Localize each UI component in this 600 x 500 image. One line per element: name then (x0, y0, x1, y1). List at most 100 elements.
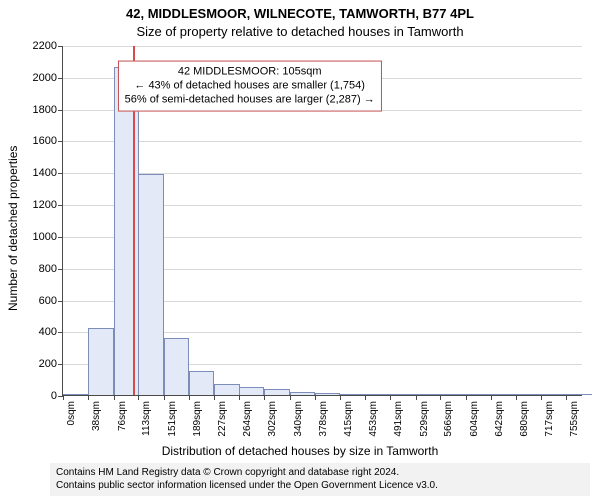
xtick-mark (516, 395, 517, 400)
xtick-label: 680sqm (519, 401, 530, 437)
xtick-label: 453sqm (368, 401, 379, 437)
histogram-bar (214, 384, 239, 395)
y-axis-label: Number of detached properties (6, 146, 20, 311)
ytick-label: 800 (39, 263, 57, 275)
footer-line1: Contains HM Land Registry data © Crown c… (56, 467, 584, 480)
ytick-mark (58, 78, 63, 79)
xtick-label: 76sqm (117, 401, 128, 431)
annotation-line1: 42 MIDDLESMOOR: 105sqm (125, 64, 375, 78)
xtick-label: 529sqm (419, 401, 430, 437)
ytick-label: 1000 (33, 231, 57, 243)
histogram-bar (390, 394, 415, 395)
xtick-label: 151sqm (167, 401, 178, 437)
xtick-mark (566, 395, 567, 400)
annotation-line3: 56% of semi-detached houses are larger (… (125, 93, 375, 107)
xtick-mark (138, 395, 139, 400)
ytick-mark (58, 46, 63, 47)
ytick-mark (58, 269, 63, 270)
histogram-bar (365, 394, 390, 395)
histogram-bar (264, 389, 289, 395)
gridline-h (63, 46, 582, 47)
xtick-mark (164, 395, 165, 400)
xtick-label: 604sqm (469, 401, 480, 437)
plot-area: 0200400600800100012001400160018002000220… (62, 46, 582, 396)
ytick-label: 2000 (33, 72, 57, 84)
ytick-label: 1400 (33, 167, 57, 179)
ytick-mark (58, 364, 63, 365)
xtick-label: 340sqm (293, 401, 304, 437)
ytick-mark (58, 332, 63, 333)
chart-title-line2: Size of property relative to detached ho… (0, 24, 600, 39)
histogram-bar (290, 392, 315, 395)
xtick-label: 755sqm (569, 401, 580, 437)
xtick-label: 113sqm (141, 401, 152, 436)
ytick-label: 0 (51, 390, 57, 402)
xtick-mark (114, 395, 115, 400)
histogram-bar (466, 394, 491, 395)
histogram-bar (88, 328, 113, 395)
xtick-mark (365, 395, 366, 400)
xtick-mark (63, 395, 64, 400)
histogram-bar (164, 338, 189, 395)
annotation-line2: ← 43% of detached houses are smaller (1,… (125, 79, 375, 93)
ytick-mark (58, 173, 63, 174)
xtick-label: 189sqm (192, 401, 203, 437)
histogram-bar (516, 394, 541, 395)
histogram-bar (416, 394, 441, 395)
xtick-label: 0sqm (66, 401, 77, 425)
annotation-box: 42 MIDDLESMOOR: 105sqm← 43% of detached … (118, 60, 382, 111)
xtick-mark (264, 395, 265, 400)
xtick-mark (239, 395, 240, 400)
histogram-bar (491, 394, 516, 395)
xtick-mark (189, 395, 190, 400)
xtick-label: 415sqm (343, 401, 354, 437)
ytick-label: 1800 (33, 104, 57, 116)
xtick-mark (340, 395, 341, 400)
histogram-bar (114, 67, 139, 395)
ytick-label: 600 (39, 295, 57, 307)
ytick-mark (58, 237, 63, 238)
xtick-label: 642sqm (494, 401, 505, 437)
xtick-mark (390, 395, 391, 400)
chart-title-line1: 42, MIDDLESMOOR, WILNECOTE, TAMWORTH, B7… (0, 6, 600, 21)
ytick-label: 2200 (33, 40, 57, 52)
histogram-bar (189, 371, 214, 395)
xtick-label: 227sqm (217, 401, 228, 437)
xtick-mark (491, 395, 492, 400)
histogram-bar (315, 393, 340, 395)
histogram-bar (63, 394, 88, 395)
ytick-mark (58, 301, 63, 302)
ytick-label: 1200 (33, 199, 57, 211)
xtick-mark (466, 395, 467, 400)
xtick-mark (541, 395, 542, 400)
histogram-bar (440, 394, 465, 395)
histogram-bar (138, 174, 163, 395)
ytick-mark (58, 205, 63, 206)
ytick-mark (58, 110, 63, 111)
ytick-mark (58, 141, 63, 142)
histogram-bar (566, 394, 591, 395)
xtick-label: 378sqm (318, 401, 329, 437)
xtick-label: 264sqm (242, 401, 253, 437)
xtick-label: 302sqm (267, 401, 278, 437)
ytick-label: 1600 (33, 135, 57, 147)
x-axis-label: Distribution of detached houses by size … (0, 444, 600, 458)
ytick-label: 200 (39, 358, 57, 370)
xtick-mark (416, 395, 417, 400)
xtick-mark (214, 395, 215, 400)
xtick-mark (315, 395, 316, 400)
histogram-bar (541, 394, 566, 395)
ytick-label: 400 (39, 326, 57, 338)
xtick-label: 38sqm (91, 401, 102, 431)
footer-line2: Contains public sector information licen… (56, 480, 584, 493)
xtick-label: 491sqm (393, 401, 404, 437)
footer-attribution: Contains HM Land Registry data © Crown c… (50, 463, 590, 496)
xtick-label: 717sqm (544, 401, 555, 437)
gridline-h (63, 141, 582, 142)
xtick-mark (290, 395, 291, 400)
xtick-label: 566sqm (443, 401, 454, 437)
histogram-bar (340, 394, 365, 395)
xtick-mark (440, 395, 441, 400)
xtick-mark (88, 395, 89, 400)
histogram-bar (239, 387, 264, 395)
